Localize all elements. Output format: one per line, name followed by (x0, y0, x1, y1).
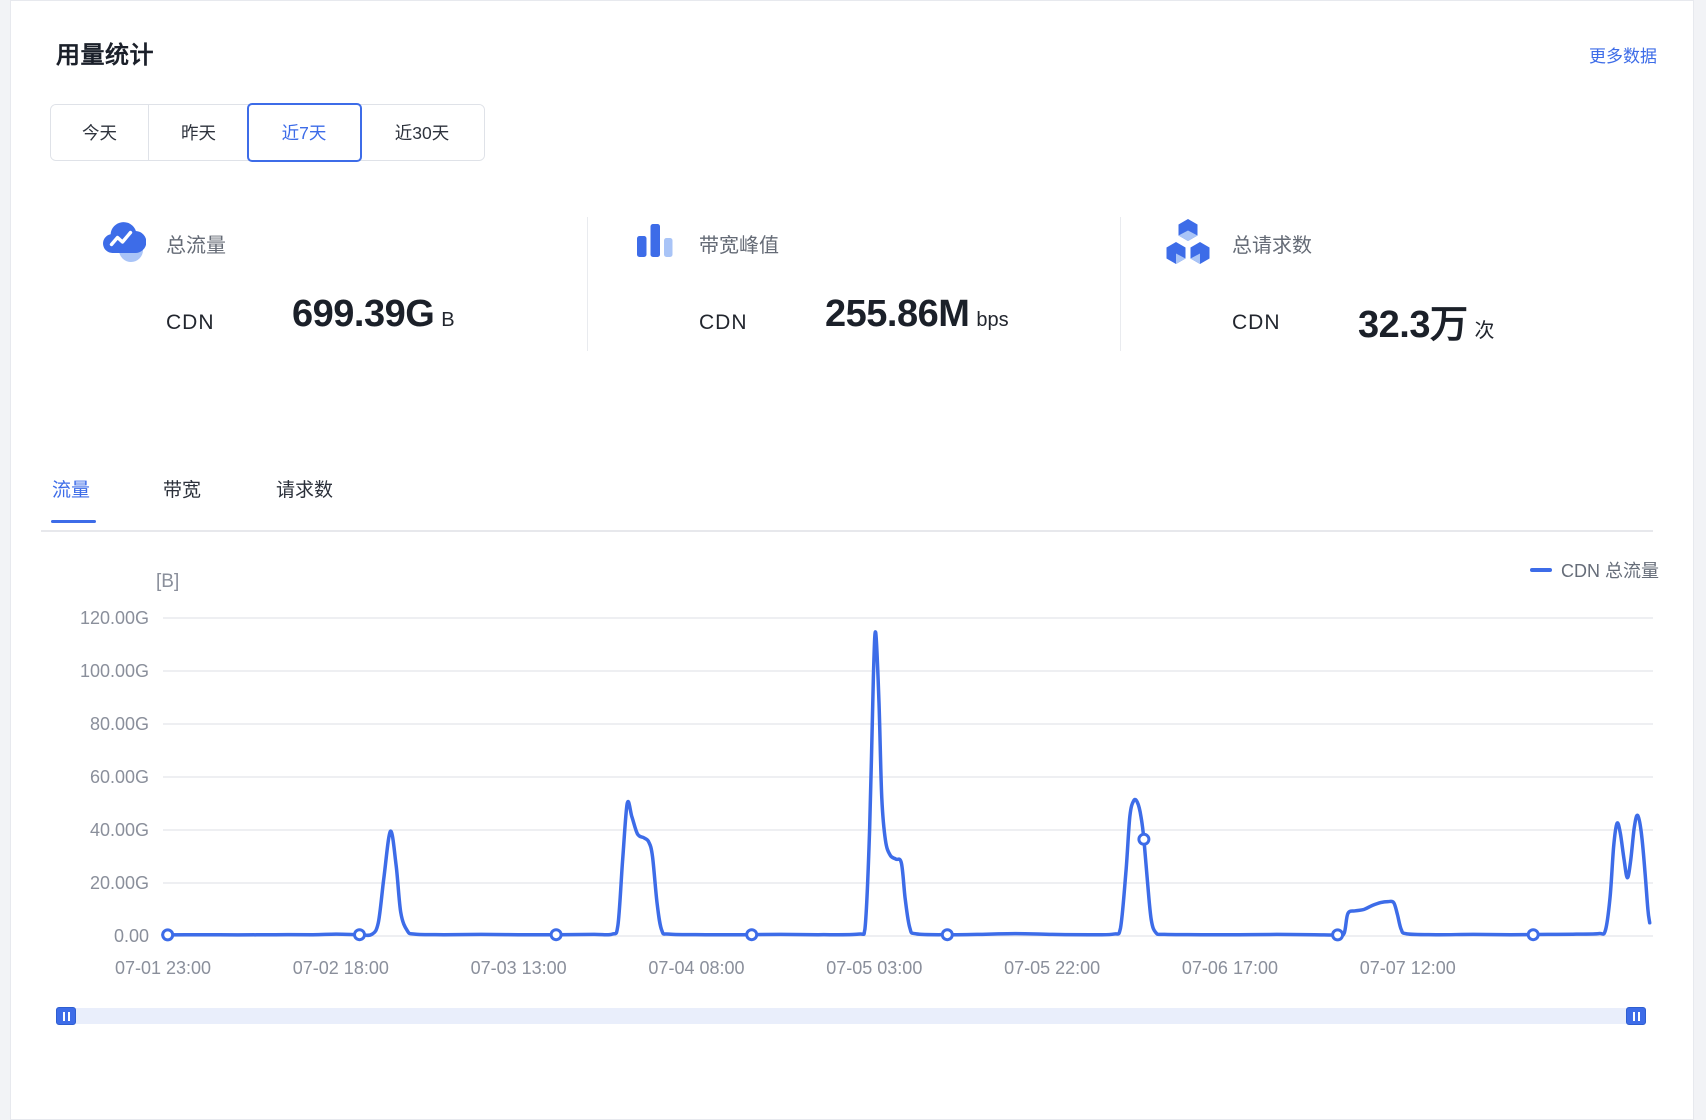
y-axis-tick-label: 20.00G (90, 873, 149, 893)
stat-label: 带宽峰值 (699, 235, 779, 257)
data-point-marker (940, 928, 954, 942)
y-axis-tick-label: 40.00G (90, 820, 149, 840)
date-range-tabs: 今天 昨天 近7天 近30天 (50, 104, 485, 161)
stat-product: CDN (699, 311, 748, 334)
metric-tabs: 流量 带宽 请求数 (11, 475, 1695, 505)
x-axis-tick-label: 07-07 12:00 (1360, 958, 1456, 978)
x-axis-tick-label: 07-02 18:00 (293, 958, 389, 978)
datazoom-slider[interactable] (56, 1007, 1646, 1025)
legend-line-swatch (1530, 567, 1552, 573)
stat-product: CDN (166, 311, 215, 334)
stat-total-traffic: 总流量 CDN 699.39G B (54, 189, 587, 361)
y-axis-tick-label: 100.00G (80, 661, 149, 681)
stat-value-row: 32.3万 次 (1358, 293, 1494, 348)
active-tab-underline (51, 520, 96, 523)
y-axis-tick-label: 80.00G (90, 714, 149, 734)
data-point-marker (1137, 832, 1151, 846)
range-tab-today[interactable]: 今天 (51, 105, 149, 160)
range-tab-last7days[interactable]: 近7天 (249, 105, 360, 160)
tabs-divider-line (41, 530, 1653, 532)
range-tab-yesterday[interactable]: 昨天 (149, 105, 249, 160)
tab-requests[interactable]: 请求数 (276, 480, 334, 501)
y-axis-tick-label: 0.00 (114, 926, 149, 946)
x-axis-tick-label: 07-05 03:00 (826, 958, 922, 978)
chart-legend[interactable]: CDN 总流量 (1530, 557, 1659, 583)
stat-unit: 次 (1474, 320, 1495, 342)
stat-unit: bps (976, 309, 1009, 331)
stat-value-row: 255.86M bps (825, 293, 1009, 336)
legend-label: CDN 总流量 (1561, 561, 1659, 581)
stat-value: 32.3万 (1358, 304, 1468, 346)
y-axis-tick-label: 120.00G (80, 608, 149, 628)
x-axis-tick-label: 07-06 17:00 (1182, 958, 1278, 978)
page-title: 用量统计 (56, 42, 154, 69)
cloud-line-chart-icon (103, 222, 146, 262)
stat-divider (1120, 217, 1121, 351)
stat-value: 255.86M (825, 293, 970, 335)
stats-row: 总流量 CDN 699.39G B 带宽峰值 CDN 255.86M bps (11, 189, 1695, 361)
stat-value-row: 699.39G B (292, 293, 455, 336)
data-point-marker (745, 928, 759, 942)
cubes-icon (1166, 219, 1210, 264)
bar-chart-icon (637, 224, 673, 257)
data-point-marker (161, 928, 175, 942)
data-point-marker (1331, 928, 1345, 942)
x-axis-tick-label: 07-03 13:00 (471, 958, 567, 978)
data-point-marker (1526, 928, 1540, 942)
more-data-link[interactable]: 更多数据 (1589, 47, 1657, 66)
datazoom-right-handle[interactable] (1626, 1007, 1646, 1025)
stat-unit: B (441, 309, 455, 331)
data-point-marker (549, 928, 563, 942)
data-point-marker (353, 928, 366, 942)
stat-label: 总请求数 (1232, 235, 1312, 257)
tab-traffic[interactable]: 流量 (52, 480, 91, 501)
stat-divider (587, 217, 588, 351)
stat-total-requests: 总请求数 CDN 32.3万 次 (1120, 189, 1653, 361)
usage-chart[interactable]: 0.00 20.00G 40.00G 60.00G 80.00G 100.00G 120.0… (11, 541, 1695, 1001)
x-axis-tick-label: 07-05 22:00 (1004, 958, 1100, 978)
x-axis-tick-label: 07-04 08:00 (648, 958, 744, 978)
stat-product: CDN (1232, 311, 1281, 334)
stat-peak-bandwidth: 带宽峰值 CDN 255.86M bps (587, 189, 1120, 361)
y-axis-tick-label: 60.00G (90, 767, 149, 787)
datazoom-left-handle[interactable] (56, 1007, 76, 1025)
x-axis-tick-label: 07-01 23:00 (115, 958, 211, 978)
stat-value: 699.39G (292, 293, 435, 335)
y-axis-unit-label: [B] (156, 571, 179, 592)
range-tab-last30days[interactable]: 近30天 (360, 105, 484, 160)
tab-bandwidth[interactable]: 带宽 (163, 480, 202, 501)
traffic-line (161, 630, 1652, 938)
stat-label: 总流量 (166, 235, 226, 257)
usage-stats-card: 用量统计 更多数据 今天 昨天 近7天 近30天 总流量 CDN 699.39G… (10, 0, 1694, 1120)
